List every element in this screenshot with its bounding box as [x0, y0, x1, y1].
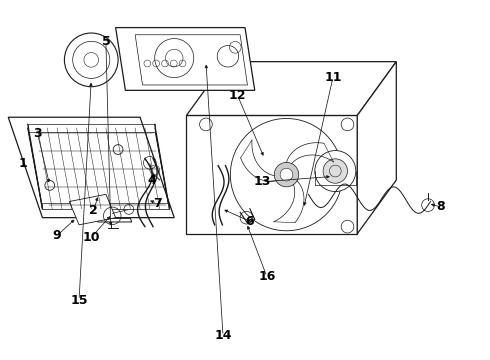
Polygon shape: [43, 203, 170, 209]
Text: 2: 2: [89, 204, 98, 217]
Polygon shape: [186, 116, 357, 234]
Text: 9: 9: [53, 229, 61, 242]
Polygon shape: [96, 219, 132, 222]
Polygon shape: [116, 28, 255, 90]
Text: 3: 3: [33, 127, 42, 140]
Text: 4: 4: [148, 174, 157, 186]
Text: 13: 13: [253, 175, 271, 188]
Text: 7: 7: [153, 197, 162, 210]
Text: 16: 16: [258, 270, 276, 283]
Text: 12: 12: [229, 89, 246, 102]
Polygon shape: [28, 128, 170, 209]
Circle shape: [323, 159, 347, 183]
Text: 1: 1: [19, 157, 27, 170]
Polygon shape: [357, 62, 396, 234]
Text: 10: 10: [82, 231, 100, 244]
Text: 6: 6: [245, 215, 254, 228]
Circle shape: [274, 162, 299, 187]
Polygon shape: [28, 125, 155, 132]
Text: 11: 11: [324, 71, 342, 84]
Text: 15: 15: [70, 294, 88, 307]
Text: 14: 14: [214, 329, 232, 342]
Circle shape: [280, 168, 293, 181]
Text: 8: 8: [436, 201, 444, 213]
Circle shape: [315, 150, 356, 192]
Polygon shape: [186, 62, 396, 116]
Polygon shape: [69, 194, 116, 225]
Text: 5: 5: [101, 35, 110, 49]
